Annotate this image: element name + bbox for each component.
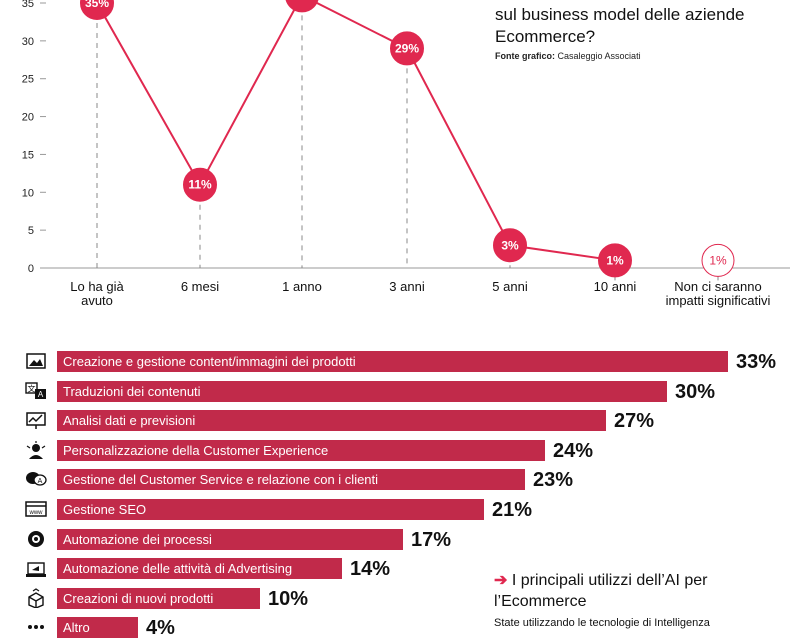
www-icon: www <box>25 499 47 519</box>
data-label: 1% <box>709 253 727 267</box>
bar-label: Traduzioni dei contenuti <box>63 383 201 399</box>
box-icon <box>25 588 47 608</box>
data-label: 35% <box>85 0 109 10</box>
bar: Creazioni di nuovi prodotti <box>57 587 260 609</box>
bar-row: Personalizzazione della Customer Experie… <box>0 438 805 462</box>
data-label: 3% <box>501 238 519 252</box>
y-tick-label: 5 <box>28 225 34 237</box>
x-tick-label: 1 anno <box>282 279 322 294</box>
data-label: 29% <box>395 41 419 55</box>
bar-label: Automazione dei processi <box>63 531 212 547</box>
bar-value-label: 14% <box>350 558 391 581</box>
bar-row: Automazione dei processi 17% <box>0 527 805 551</box>
svg-text:文: 文 <box>28 383 36 393</box>
bar-row: Analisi dati e previsioni 27% <box>0 408 805 432</box>
chart-heading: sul business model delle aziende Ecommer… <box>495 5 745 46</box>
callout: ➔ I principali utilizzi dell’AI per l’Ec… <box>494 570 794 630</box>
bar: Gestione del Customer Service e relazion… <box>57 469 525 491</box>
x-tick-label: Lo ha già <box>70 279 124 294</box>
x-tick-label: 3 anni <box>389 279 425 294</box>
data-label: 11% <box>188 178 212 192</box>
bar-value-label: 17% <box>411 528 452 551</box>
bar-value-label: 23% <box>533 469 574 492</box>
data-point <box>598 243 632 278</box>
data-point <box>80 0 114 20</box>
x-tick-label: impatti significativi <box>666 293 771 308</box>
bar-value-label: 30% <box>675 380 716 403</box>
y-tick-label: 30 <box>22 36 34 48</box>
image-icon <box>25 351 47 371</box>
bar-value-label: 27% <box>614 410 655 433</box>
x-tick-label: avuto <box>81 293 113 308</box>
data-point <box>701 243 735 277</box>
bar-value-label: 24% <box>553 439 594 462</box>
bar-value-label: 10% <box>268 587 309 610</box>
x-tick-label: 6 mesi <box>181 279 219 294</box>
y-tick-label: 15 <box>22 149 34 161</box>
data-point <box>390 31 424 66</box>
bar: Personalizzazione della Customer Experie… <box>57 439 545 461</box>
bar-row: www Gestione SEO 21% <box>0 497 805 521</box>
y-tick-label: 0 <box>28 263 34 275</box>
bar-label: Automazione delle attività di Advertisin… <box>63 561 293 577</box>
callout-text: State utilizzando le tecnologie di Intel… <box>494 617 710 629</box>
source-label: Fonte grafico: <box>495 51 555 61</box>
data-point <box>285 0 319 13</box>
data-point <box>183 167 217 202</box>
callout-title: ➔ I principali utilizzi dell’AI per l’Ec… <box>494 570 794 612</box>
x-tick-label: 10 anni <box>594 279 637 294</box>
bar-value-label: 4% <box>146 617 175 640</box>
bar-label: Gestione SEO <box>63 502 147 517</box>
bar: Gestione SEO <box>57 499 484 520</box>
bar: Analisi dati e previsioni <box>57 410 606 432</box>
bar: Traduzioni dei contenuti <box>57 380 667 402</box>
bar-value-label: 21% <box>492 499 533 521</box>
y-tick-label: 10 <box>22 187 34 199</box>
bar-row: Creazione e gestione content/immagini de… <box>0 349 805 373</box>
bar-label: Analisi dati e previsioni <box>63 413 196 429</box>
gear-icon <box>25 529 47 549</box>
x-tick-label: 5 anni <box>492 279 528 294</box>
source-value: Casaleggio Associati <box>557 51 641 61</box>
series-line <box>96 0 616 262</box>
bar: Automazione delle attività di Advertisin… <box>57 558 342 580</box>
callout-title-text: I principali utilizzi dell’AI per l’Ecom… <box>494 572 708 610</box>
y-tick-label: 20 <box>22 112 34 124</box>
bar: Creazione e gestione content/immagini de… <box>57 351 728 372</box>
data-point <box>493 228 527 263</box>
bar-value-label: 33% <box>736 351 777 373</box>
bar-label: Personalizzazione della Customer Experie… <box>63 442 329 458</box>
data-label: 1% <box>606 253 624 267</box>
y-tick-label: 25 <box>22 74 34 86</box>
bar-label: Creazione e gestione content/immagini de… <box>63 354 356 369</box>
megaphone-icon <box>25 558 47 578</box>
bar-label: Creazioni di nuovi prodotti <box>63 590 214 606</box>
y-tick-label: 35 <box>22 0 34 10</box>
chart-source: Fonte grafico: Casaleggio Associati <box>495 51 641 61</box>
bar-row: Creazioni di nuovi prodotti 10% <box>0 586 805 610</box>
x-tick-label: Non ci saranno <box>674 279 761 294</box>
bar-row: 文 A Traduzioni dei contenuti 30% <box>0 379 805 403</box>
bar-row: Automazione delle attività di Advertisin… <box>0 556 805 580</box>
bar-label: Gestione del Customer Service e relazion… <box>63 472 379 488</box>
svg-text:A: A <box>38 478 43 485</box>
bar: Automazione dei processi <box>57 528 403 550</box>
svg-text:A: A <box>38 390 44 399</box>
line-chart: 0 5 10 15 20 25 30 35 35% 11% 29% 3% 1% 1% Lo ha giàav… <box>22 0 790 308</box>
chat-icon: A <box>25 469 47 489</box>
svg-text:www: www <box>29 510 44 516</box>
dots-icon <box>25 617 47 637</box>
chart-icon <box>25 410 47 430</box>
person-icon <box>25 440 47 460</box>
bar-row: A Gestione del Customer Service e relazio… <box>0 467 805 491</box>
arrow-right-icon: ➔ <box>494 572 508 589</box>
